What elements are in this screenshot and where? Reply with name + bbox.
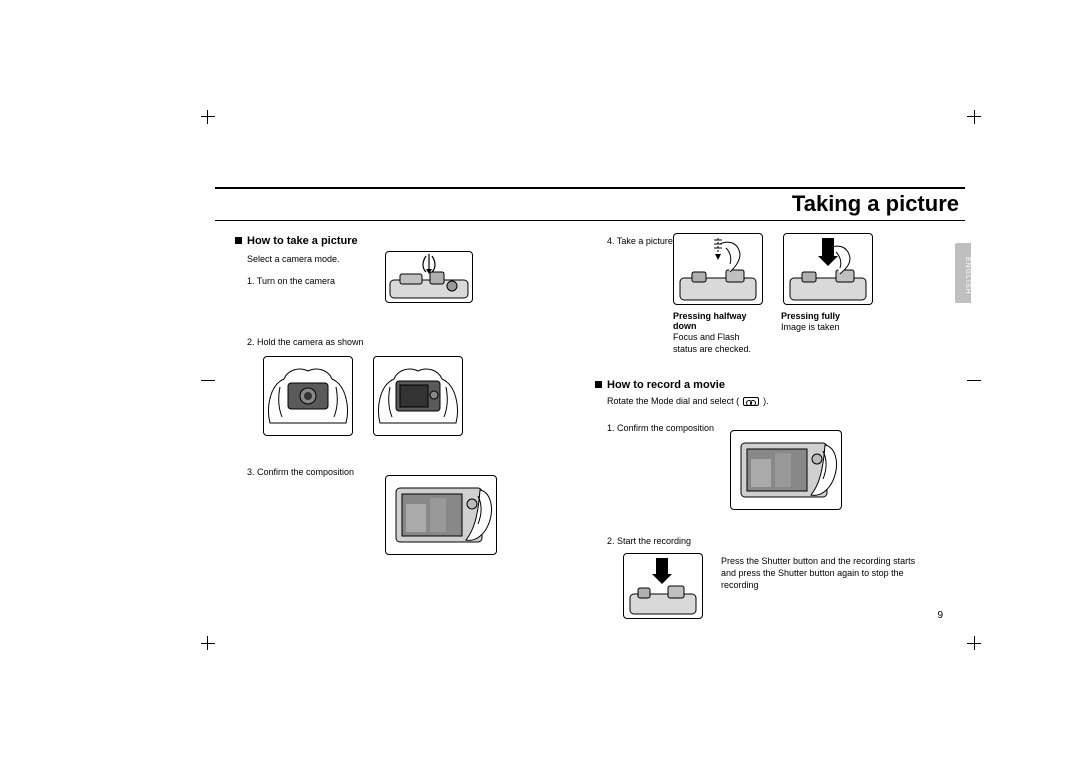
figure-hold-camera-front bbox=[263, 356, 353, 436]
fully-title: Pressing fully bbox=[781, 311, 869, 321]
figure-start-recording bbox=[623, 553, 703, 619]
rotate-post: ). bbox=[763, 395, 769, 407]
language-tab: ENGLISH bbox=[955, 243, 971, 303]
figure-press-fully bbox=[783, 233, 873, 305]
press-captions: Pressing halfway down Focus and Flash st… bbox=[673, 311, 945, 355]
page-number: 9 bbox=[937, 610, 943, 621]
figure-press-halfway bbox=[673, 233, 763, 305]
figure-turn-on-camera bbox=[385, 251, 473, 303]
halfway-title: Pressing halfway down bbox=[673, 311, 761, 331]
rotate-text: Rotate the Mode dial and select ( ). bbox=[607, 395, 945, 407]
movie-mode-icon bbox=[743, 397, 759, 406]
section-take-picture: How to take a picture bbox=[235, 235, 575, 247]
right-column: 4. Take a picture bbox=[595, 235, 945, 619]
manual-page: Taking a picture ENGLISH How to take a p… bbox=[215, 125, 965, 635]
section2-title: How to record a movie bbox=[607, 379, 725, 391]
press-shutter-text: Press the Shutter button and the recordi… bbox=[721, 555, 921, 591]
rotate-pre: Rotate the Mode dial and select ( bbox=[607, 395, 739, 407]
fully-desc: Image is taken bbox=[781, 321, 869, 333]
title-bar: Taking a picture bbox=[215, 187, 965, 221]
step2b-text: 2. Start the recording bbox=[607, 535, 945, 547]
section-title: How to take a picture bbox=[247, 235, 358, 247]
left-column: How to take a picture Select a camera mo… bbox=[235, 235, 575, 560]
section-record-movie: How to record a movie bbox=[595, 379, 945, 391]
figure-confirm-composition bbox=[385, 475, 497, 555]
figure-confirm-composition-movie bbox=[730, 430, 842, 510]
figure-hold-camera-back bbox=[373, 356, 463, 436]
halfway-desc: Focus and Flash status are checked. bbox=[673, 331, 761, 355]
page-title: Taking a picture bbox=[792, 191, 959, 216]
step2-text: 2. Hold the camera as shown bbox=[247, 336, 575, 348]
